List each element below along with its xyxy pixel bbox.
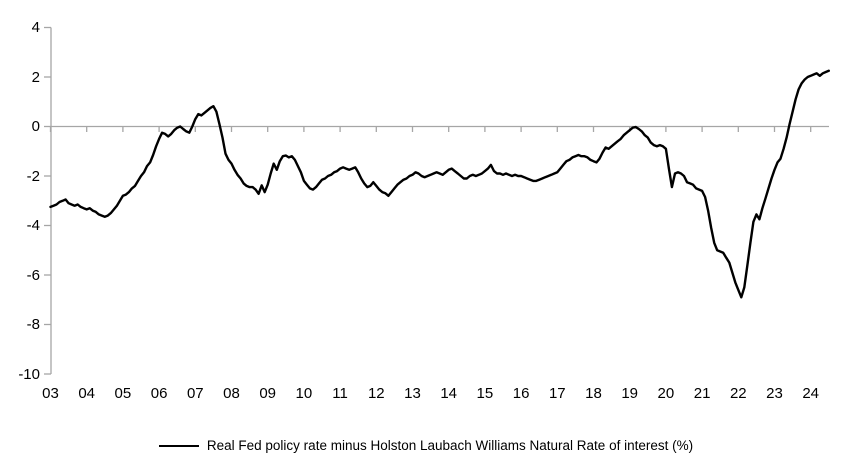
x-tick-label: 07 [186, 385, 204, 402]
y-tick-label: -10 [18, 365, 40, 383]
x-tick-label: 17 [548, 385, 566, 402]
x-tick-label: 20 [657, 385, 675, 402]
data-line [49, 69, 830, 299]
x-tick-label: 04 [78, 385, 96, 402]
x-tick-label: 19 [621, 385, 639, 402]
x-tick-label: 09 [259, 385, 277, 402]
x-tick-label: 10 [295, 385, 313, 402]
x-tick-label: 11 [332, 385, 348, 402]
x-tick-label: 24 [802, 385, 820, 402]
x-tick-label: 15 [476, 385, 494, 402]
x-tick-label: 14 [440, 385, 458, 402]
x-tick-label: 03 [42, 385, 59, 402]
y-tick-label: -8 [26, 316, 40, 333]
y-tick-label: 2 [31, 68, 40, 86]
x-tick-label: 18 [585, 385, 602, 402]
x-tick-label: 08 [223, 385, 240, 402]
y-tick-label: -6 [26, 266, 40, 284]
y-tick-label: -4 [26, 217, 40, 234]
x-tick-label: 12 [367, 385, 385, 402]
y-tick-label: 0 [31, 118, 40, 135]
legend: Real Fed policy rate minus Holston Lauba… [0, 438, 852, 454]
y-tick-label: -2 [26, 167, 40, 185]
x-tick-label: 21 [693, 385, 711, 402]
y-tick-label: 4 [31, 19, 40, 36]
legend-line-swatch [158, 445, 199, 447]
x-tick-label: 06 [150, 385, 168, 402]
x-tick-label: 23 [766, 385, 783, 402]
legend-label: Real Fed policy rate minus Holston Lauba… [206, 438, 694, 453]
x-tick-label: 22 [729, 385, 747, 402]
x-tick-label: 05 [114, 385, 132, 402]
x-tick-label: 16 [512, 385, 530, 402]
axes [44, 26, 829, 375]
x-tick-label: 13 [404, 385, 421, 402]
